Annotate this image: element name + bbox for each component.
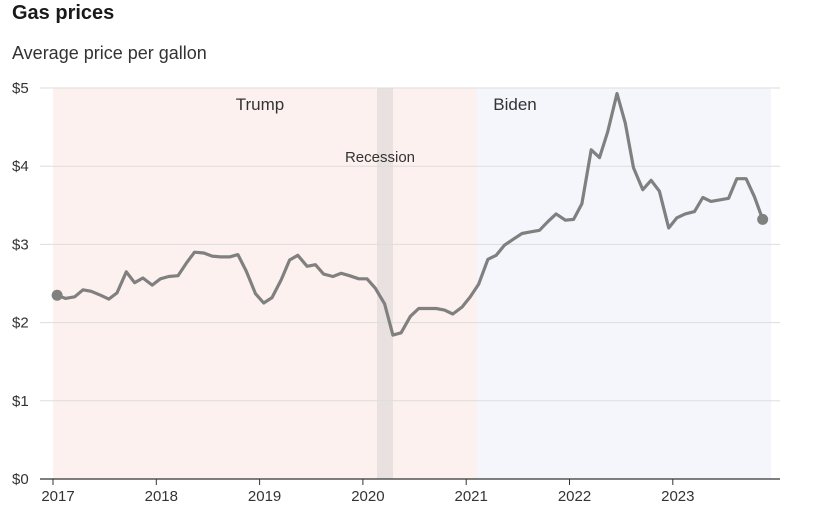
region-label-trump: Trump: [236, 95, 285, 114]
region-band-recession: [377, 88, 393, 479]
chart-title: Gas prices: [12, 2, 115, 24]
x-tick-label: 2021: [455, 488, 488, 505]
region-band-trump: [53, 88, 477, 479]
series-line: [55, 91, 765, 337]
chart-subtitle: Average price per gallon: [12, 43, 207, 63]
x-tick-label: 2022: [558, 488, 591, 505]
x-tick-label: 2023: [661, 488, 694, 505]
region-band-biden: [477, 88, 771, 479]
x-tick-label: 2018: [145, 488, 178, 505]
x-tick-label: 2019: [248, 488, 281, 505]
x-tick-label: 2017: [41, 488, 74, 505]
series-start-point: [51, 289, 63, 301]
y-tick-label: $3: [12, 236, 29, 253]
y-tick-label: $0: [12, 471, 29, 488]
y-tick-label: $2: [12, 315, 29, 332]
y-tick-label: $1: [12, 393, 29, 410]
region-label-recession: Recession: [345, 149, 415, 166]
region-label-biden: Biden: [493, 95, 536, 114]
x-tick-label: 2020: [351, 488, 384, 505]
series-end-point: [757, 213, 769, 225]
y-tick-label: $5: [12, 80, 29, 97]
y-tick-label: $4: [12, 158, 29, 175]
